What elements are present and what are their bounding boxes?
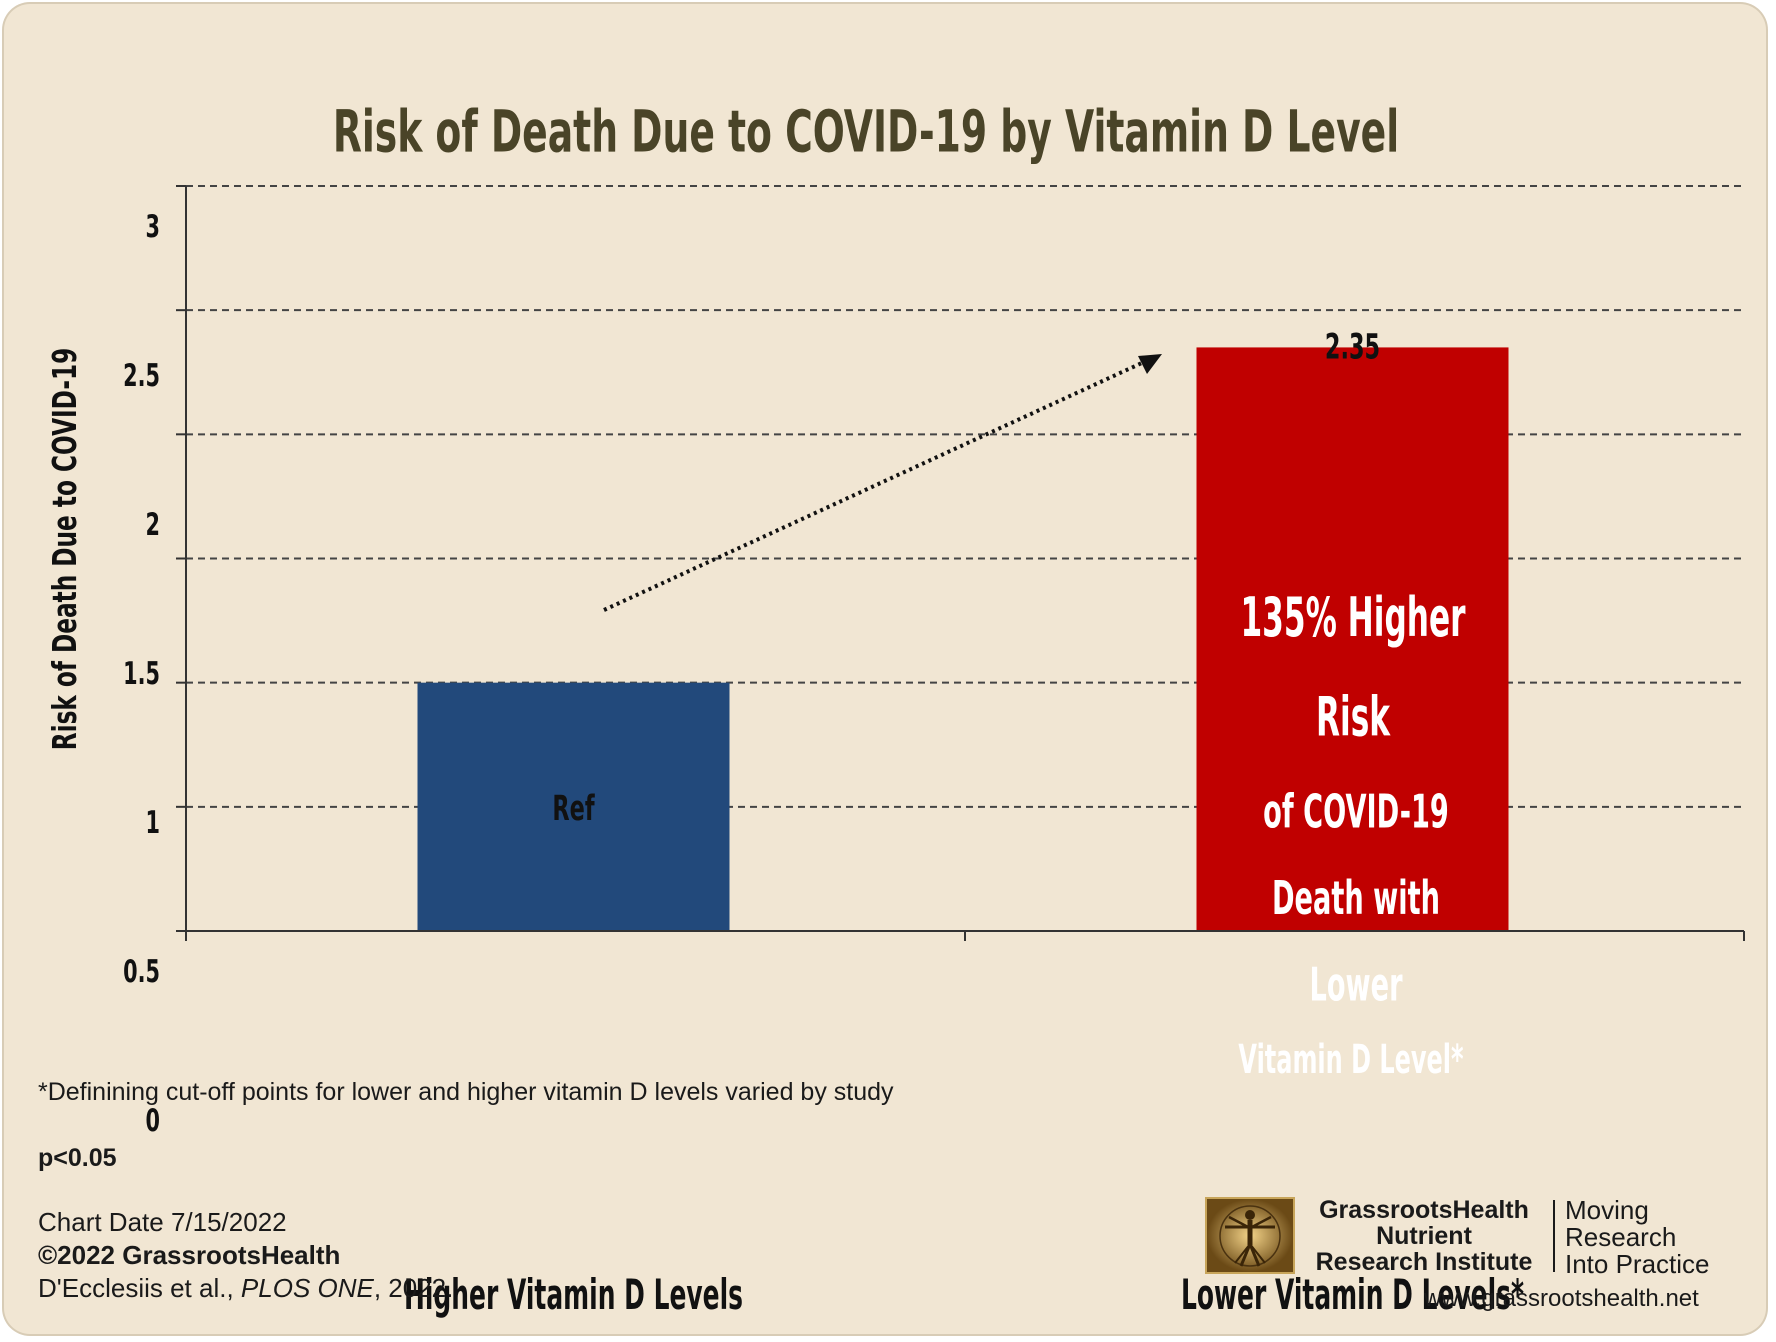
bar-2 (1196, 347, 1509, 932)
logo-name-line-2: Nutrient (1376, 1222, 1472, 1250)
y-tick-label: 0 (146, 1103, 160, 1139)
vitruvian-man-icon (1205, 1197, 1295, 1274)
citation-year: , 2022. (373, 1273, 454, 1303)
footnote: *Definining cut-off points for lower and… (38, 1078, 894, 1106)
citation: D'Ecclesiis et al., PLOS ONE, 2022. (38, 1273, 453, 1304)
logo: GrassrootsHealth Nutrient Research Insti… (1205, 1197, 1751, 1278)
annotation-line-5: Lower (1310, 958, 1403, 1012)
y-tick-label: 2 (146, 507, 160, 543)
logo-tagline-line-3: Into Practice (1565, 1249, 1710, 1279)
data-label-1: Ref (552, 788, 595, 828)
annotation-line-2: Risk (1316, 687, 1391, 749)
chart-svg: Risk of Death Due to COVID-19 by Vitamin… (45, 99, 1745, 1320)
y-tick-label: 1.5 (123, 656, 160, 692)
y-ticks: 0 0.5 1 1.5 2 2.5 3 (123, 185, 186, 1139)
website-url: www.grassrootshealth.net (1424, 1285, 1699, 1312)
category-label-2: Lower Vitamin D Levels* (1181, 1272, 1524, 1321)
annotation-line-6: Vitamin D Level* (1238, 1035, 1463, 1082)
annotation-line-4: Death with (1272, 871, 1440, 925)
chart-title: Risk of Death Due to COVID-19 by Vitamin… (333, 99, 1399, 165)
logo-tagline-line-2: Research (1565, 1222, 1677, 1252)
y-tick-label: 0.5 (123, 954, 160, 990)
y-tick-label: 1 (146, 805, 160, 841)
logo-divider (1553, 1200, 1555, 1272)
bars (417, 347, 1509, 932)
y-axis-label: Risk of Death Due to COVID-19 (45, 348, 84, 750)
trend-arrow (603, 354, 1162, 612)
category-label-1: Higher Vitamin D Levels (404, 1272, 743, 1321)
data-label-2: 2.35 (1325, 326, 1380, 366)
y-tick-label: 2.5 (123, 358, 160, 394)
y-tick-label: 3 (146, 209, 160, 245)
logo-name-line-3: Research Institute (1315, 1248, 1533, 1276)
axes (185, 186, 1745, 941)
p-value: p<0.05 (38, 1144, 117, 1172)
annotation-line-1: 135% Higher (1240, 587, 1465, 649)
annotation-line-3: of COVID-19 (1263, 785, 1449, 839)
logo-name-line-1: GrassrootsHealth (1319, 1196, 1529, 1224)
logo-tagline-line-1: Moving (1565, 1195, 1649, 1225)
chart-date: Chart Date 7/15/2022 (38, 1207, 287, 1237)
citation-authors: D'Ecclesiis et al., (38, 1273, 241, 1303)
logo-tagline: Moving Research Into Practice (1565, 1197, 1755, 1278)
copyright: ©2022 GrassrootsHealth (38, 1240, 341, 1270)
bar-annotation: 135% Higher Risk of COVID-19 Death with … (1238, 587, 1465, 1083)
chart-card: Risk of Death Due to COVID-19 by Vitamin… (4, 4, 1766, 1334)
bar-labels: Ref Higher Vitamin D Levels 2.35 Lower Vita… (404, 326, 1524, 1320)
logo-name: GrassrootsHealth Nutrient Research Insti… (1308, 1197, 1540, 1275)
bar-1 (417, 682, 730, 931)
citation-journal: PLOS ONE (240, 1273, 374, 1303)
